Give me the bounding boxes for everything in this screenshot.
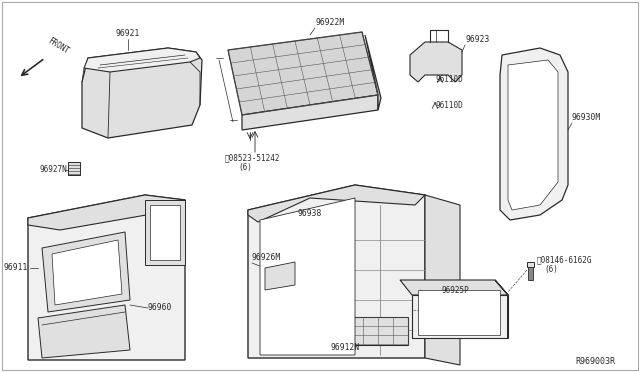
Polygon shape <box>52 240 122 305</box>
Text: 96930M: 96930M <box>572 113 601 122</box>
Text: 96911: 96911 <box>4 263 28 273</box>
Polygon shape <box>84 48 200 72</box>
Text: 96938: 96938 <box>298 209 323 218</box>
Polygon shape <box>242 95 378 130</box>
Text: (6): (6) <box>238 163 252 172</box>
Polygon shape <box>400 280 508 295</box>
Text: 96912N: 96912N <box>330 343 360 352</box>
Polygon shape <box>82 48 202 138</box>
Polygon shape <box>495 280 508 338</box>
Text: 96960: 96960 <box>148 304 172 312</box>
Polygon shape <box>318 317 408 345</box>
Polygon shape <box>145 200 185 265</box>
Polygon shape <box>228 32 378 115</box>
Polygon shape <box>150 205 180 260</box>
Text: 96110D: 96110D <box>435 75 463 84</box>
Polygon shape <box>365 35 381 110</box>
Polygon shape <box>500 48 568 220</box>
Text: (6): (6) <box>544 265 558 274</box>
Circle shape <box>446 56 450 60</box>
Polygon shape <box>265 262 295 290</box>
Polygon shape <box>418 290 500 335</box>
Text: 96921: 96921 <box>116 29 140 38</box>
Text: FRONT: FRONT <box>46 36 70 56</box>
Polygon shape <box>248 185 425 222</box>
Polygon shape <box>68 162 80 175</box>
Polygon shape <box>28 195 185 360</box>
Text: Ⓑ08146-6162G: Ⓑ08146-6162G <box>537 255 593 264</box>
Text: 96922M: 96922M <box>315 18 344 27</box>
Polygon shape <box>28 195 185 230</box>
Text: 96925P: 96925P <box>442 286 470 295</box>
Polygon shape <box>528 267 533 280</box>
Circle shape <box>423 56 427 60</box>
Text: R969003R: R969003R <box>575 357 615 366</box>
Polygon shape <box>412 295 508 338</box>
Text: 96927N: 96927N <box>40 166 68 174</box>
Text: 96923: 96923 <box>465 35 490 44</box>
Polygon shape <box>42 232 130 312</box>
Polygon shape <box>410 42 462 82</box>
Polygon shape <box>508 60 558 210</box>
Polygon shape <box>425 195 460 365</box>
Polygon shape <box>248 185 425 358</box>
Text: Ⓑ08523-51242: Ⓑ08523-51242 <box>225 153 280 162</box>
Text: 96110D: 96110D <box>435 101 463 110</box>
Text: 96926M: 96926M <box>252 253 281 262</box>
Polygon shape <box>38 305 130 358</box>
Polygon shape <box>260 198 355 355</box>
Polygon shape <box>527 262 534 267</box>
